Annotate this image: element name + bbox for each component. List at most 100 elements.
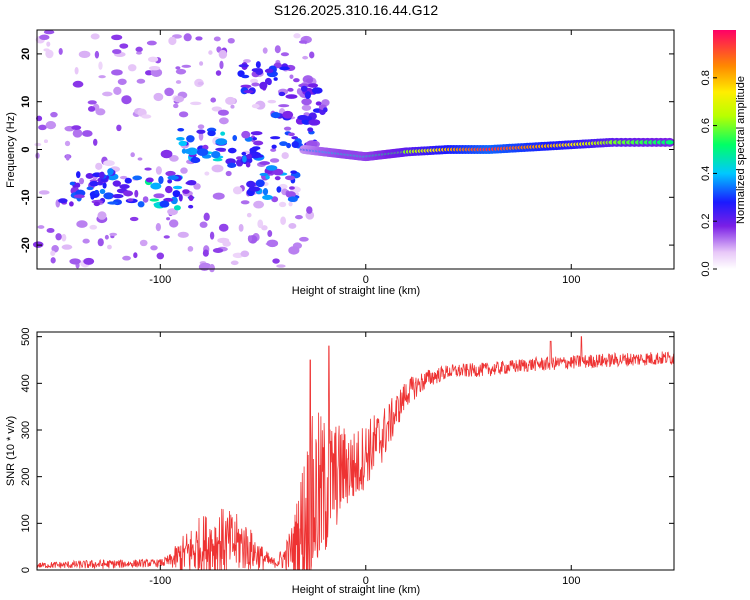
heatmap-speckle [112,49,122,55]
heatmap-speckle [177,231,189,238]
heatmap-cluster-blob [285,191,296,199]
heatmap-speckle [83,257,95,265]
heatmap-speckle [210,97,217,103]
y-tick-label: 400 [20,374,32,392]
heatmap-speckle [121,95,132,105]
heatmap-cluster-blob [69,201,74,207]
heatmap-speckle [261,225,268,231]
heatmap-cluster-blob [132,175,143,181]
heatmap-speckle [153,193,165,199]
heatmap-speckle [166,217,171,221]
heatmap-speckle [145,70,153,76]
heatmap-speckle [280,52,290,57]
heatmap-cluster-blob [188,195,194,202]
heatmap-speckle [95,162,103,171]
heatmap-speckle [113,86,122,96]
heatmap-speckle [87,100,97,105]
snr-panel: -100 0 100 0 100 200 300 400 500 Height of stra… [5,327,675,596]
heatmap-cluster-blob [165,185,173,194]
snr-series-line [36,336,675,571]
heatmap-speckle [165,170,176,177]
heatmap-speckle [217,109,229,116]
heatmap-speckle [61,233,67,242]
heatmap-cluster-blob [251,68,262,73]
heatmap-cluster-blob [259,172,269,176]
heatmap-cluster-blob [103,192,114,200]
heatmap-speckle [183,33,192,42]
heatmap-speckle [301,104,312,111]
heatmap-speckle [227,37,235,44]
heatmap-cluster-blob [250,131,263,136]
ridge-core [665,140,674,145]
heatmap-cluster-blob [76,171,81,179]
heatmap-speckle [215,70,222,76]
heatmap-cluster-blob [297,115,309,121]
y-tick-label: 100 [20,514,32,532]
y-tick-label: 500 [20,327,32,345]
heatmap-speckle [283,126,292,131]
heatmap-cluster-blob [301,98,312,106]
heatmap-speckle [50,257,56,264]
heatmap-speckle [43,139,49,144]
heatmap-speckle [127,64,137,72]
y-tick-label: 0 [20,146,32,152]
heatmap-cluster-blob [270,112,281,119]
heatmap-speckle [72,80,84,88]
y-tick-label: -20 [20,237,32,253]
heatmap-cluster-blob [167,175,179,180]
y-tick-label: 200 [20,467,32,485]
heatmap-cluster-blob [167,179,173,184]
heatmap-cluster-blob [241,130,251,139]
heatmap-cluster-blob [215,147,227,152]
heatmap-speckle [155,223,161,232]
heatmap-speckle [195,36,203,41]
heatmap-speckle [288,201,293,207]
heatmap-speckle [95,108,106,116]
heatmap-speckle [225,170,232,177]
heatmap-cluster-blob [123,190,134,197]
heatmap-speckle [211,106,222,112]
heatmap-cluster-blob [97,181,104,186]
heatmap-cluster-blob [246,153,252,159]
heatmap-speckle [122,255,131,261]
y-tick-label: 300 [20,421,32,439]
heatmap-cluster-blob [75,182,81,188]
colorbar-label: Normalized spectral amplitude [735,76,747,224]
heatmap-cluster-blob [282,110,294,119]
heatmap-cluster-blob [137,201,145,208]
heatmap-speckle [58,47,63,55]
heatmap-speckle [238,223,244,232]
heatmap-speckle [197,81,204,86]
heatmap-speckle [169,219,179,228]
heatmap-speckle [218,49,228,59]
heatmap-cluster-blob [186,135,195,143]
heatmap-cluster-blob [196,148,209,156]
heatmap-cluster-blob [184,148,191,154]
heatmap-cluster-blob [107,201,119,205]
heatmap-cluster-blob [265,175,270,180]
heatmap-cluster-blob [251,82,260,87]
heatmap-speckle [146,40,157,46]
heatmap-cluster-blob [99,188,106,195]
snr-x-label: Height of straight line (km) [292,584,420,596]
heatmap-speckle [160,149,173,159]
heatmap-speckle [209,231,215,240]
heatmap-speckle [178,111,189,118]
heatmap-cluster-blob [181,148,187,154]
colorbar-tick-label: 0.2 [700,214,712,229]
heatmap-speckle [267,230,273,238]
heatmap-speckle [35,152,40,159]
heatmap-speckle [111,34,123,41]
heatmap-cluster-blob [158,176,164,184]
heatmap-cluster-blob [107,168,114,176]
heatmap-speckle [270,148,277,152]
heatmap-speckle [218,223,229,232]
heatmap-cluster-blob [85,172,94,179]
heatmap-speckle [144,167,152,171]
heatmap-speckle [266,239,279,248]
heatmap-speckle [168,36,177,46]
heatmap-speckle [137,157,143,161]
heatmap-cluster-blob [285,94,298,99]
heatmap-speckle [181,64,192,68]
heatmap-speckle [89,224,98,230]
